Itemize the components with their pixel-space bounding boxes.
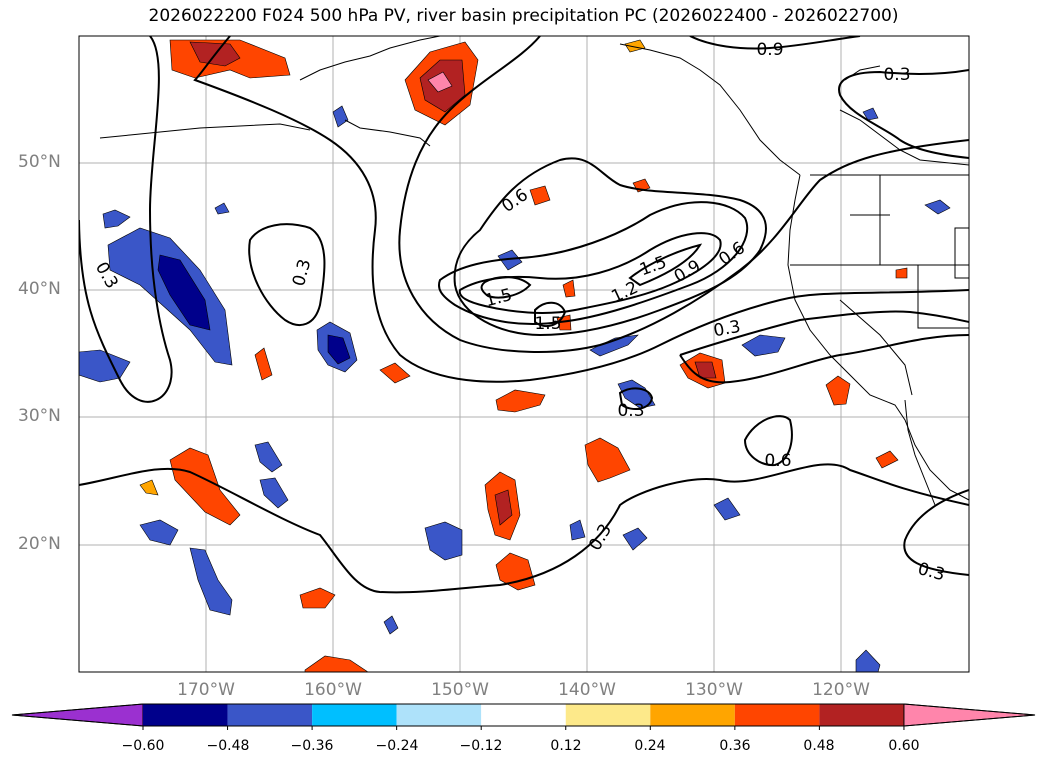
colorbar-segment <box>481 704 566 726</box>
precip-patch-positive <box>529 185 551 206</box>
colorbar-tick-label: −0.48 <box>206 738 250 754</box>
contour-label: 0.3 <box>712 317 742 341</box>
colorbar-tick-label: 0.12 <box>550 738 582 754</box>
contour-label: 1.5 <box>483 285 514 311</box>
colorbar-tick-label: 0.60 <box>888 738 920 754</box>
colorbar-tick-label: 0.36 <box>719 738 751 754</box>
colorbar <box>11 703 1036 730</box>
precip-patch-positive <box>694 361 717 379</box>
precip-patch-positive <box>139 479 159 496</box>
precip-patch-negative <box>924 199 951 215</box>
contour-label: 0.6 <box>764 451 791 471</box>
contour-label: 0.3 <box>916 559 947 585</box>
gridlines <box>79 36 969 672</box>
lat-label: 30°N <box>18 406 61 426</box>
contour-label: 0.3 <box>289 257 315 288</box>
precip-patch-negative <box>102 209 131 229</box>
precip-patches <box>79 39 951 672</box>
colorbar-segment <box>396 704 482 726</box>
colorbar-tick-label: −0.12 <box>459 738 503 754</box>
precip-patch-negative <box>107 227 233 366</box>
precip-patch-negative <box>569 519 586 541</box>
precip-patch-negative <box>589 334 639 357</box>
precip-patch-positive <box>825 375 851 406</box>
lat-label: 40°N <box>18 279 61 299</box>
precip-patch-negative <box>259 477 289 509</box>
colorbar-segment <box>734 704 820 726</box>
colorbar-tick-label: −0.36 <box>290 738 334 754</box>
precip-patch-positive <box>254 347 273 381</box>
contour-label: 0.9 <box>756 40 783 60</box>
precip-patch-positive <box>299 587 336 609</box>
precip-patch-negative <box>254 441 283 473</box>
lon-label: 140°W <box>558 680 616 700</box>
precip-patch-negative <box>424 521 463 561</box>
lon-label: 160°W <box>304 680 362 700</box>
colorbar-extend-min <box>11 703 144 727</box>
precip-patch-positive <box>584 437 631 483</box>
precip-patch-negative <box>157 254 211 331</box>
precip-patch-positive <box>895 267 908 279</box>
colorbar-segment <box>565 704 651 726</box>
precip-patch-negative <box>327 334 351 365</box>
precip-patch-positive <box>494 489 513 526</box>
precip-patch-negative <box>622 527 648 551</box>
precip-patch-negative <box>855 649 881 672</box>
precip-patch-positive <box>875 450 899 469</box>
precip-patch-negative <box>862 107 879 121</box>
precip-patch-negative <box>79 349 131 383</box>
precip-patch-negative <box>741 334 786 357</box>
precip-patch-negative <box>713 497 741 521</box>
precip-patch-positive <box>304 655 369 672</box>
precip-patch-negative <box>214 202 230 215</box>
colorbar-segment <box>819 704 904 726</box>
precip-patch-negative <box>332 105 349 128</box>
precip-patch-negative <box>189 547 233 616</box>
contour-label: 0.3 <box>883 65 910 85</box>
precip-patch-negative <box>497 249 523 271</box>
precip-patch-negative <box>383 615 399 635</box>
lat-label: 20°N <box>18 534 61 554</box>
precip-patch-positive <box>427 71 453 93</box>
lat-label: 50°N <box>18 152 61 172</box>
map-frame <box>78 35 970 673</box>
coastlines <box>99 36 969 506</box>
precip-patch-positive <box>169 447 241 526</box>
colorbar-segment <box>143 704 228 726</box>
lon-label: 120°W <box>812 680 870 700</box>
precip-patch-positive <box>495 552 536 591</box>
contour-label: 1.5 <box>534 314 561 334</box>
colorbar-tick-label: −0.24 <box>375 738 419 754</box>
colorbar-extend-max <box>903 703 1036 727</box>
chart-title: 2026022200 F024 500 hPa PV, river basin … <box>148 6 899 26</box>
colorbar-segment <box>312 704 397 726</box>
pv-contours <box>79 36 969 594</box>
colorbar-tick-label: 0.48 <box>803 738 835 754</box>
colorbar-tick-label: 0.24 <box>634 738 666 754</box>
colorbar-segment <box>650 704 735 726</box>
colorbar-segment <box>227 704 313 726</box>
precip-patch-positive <box>624 39 646 53</box>
precip-patch-positive <box>562 279 576 298</box>
colorbar-tick-label: −0.60 <box>121 738 165 754</box>
contour-label: 0.3 <box>585 521 616 554</box>
lon-label: 170°W <box>177 680 235 700</box>
precip-patch-negative <box>139 519 179 546</box>
contour-label: 0.3 <box>617 401 644 421</box>
contour-label: 0.6 <box>498 185 532 217</box>
precip-patch-positive <box>495 389 546 413</box>
lon-label: 150°W <box>431 680 489 700</box>
precip-patch-positive <box>379 362 411 384</box>
precip-patch-negative <box>617 379 656 409</box>
lon-label: 130°W <box>685 680 743 700</box>
